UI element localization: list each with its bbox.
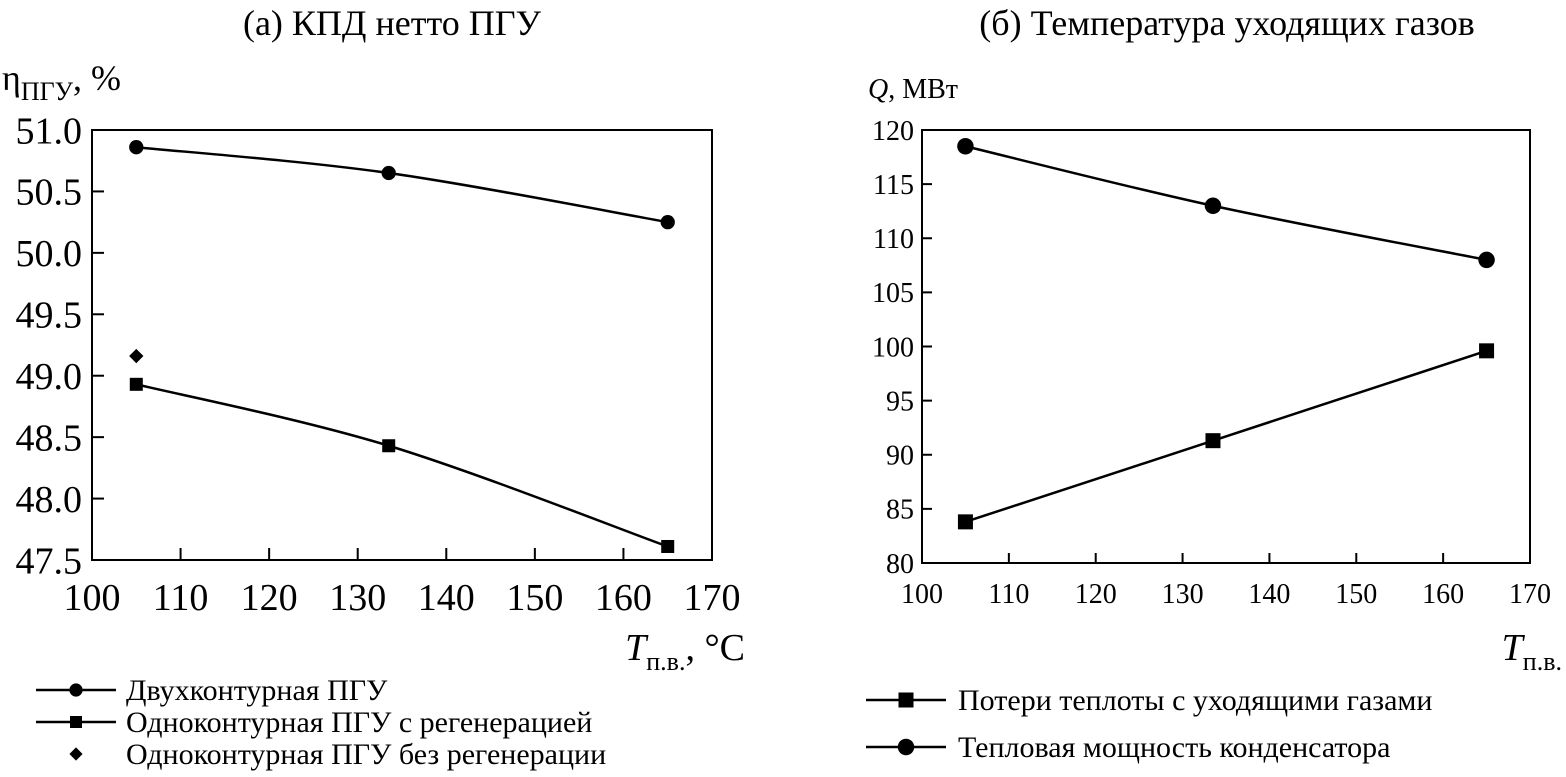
chart-a-y-tick-label: 48.0: [16, 479, 83, 521]
chart-a-y-tick-label: 47.5: [16, 540, 83, 582]
chart-a-plot: 100 110 120 130 140 150 160 170 51.0 50.5 50.0 49.5…: [16, 110, 741, 619]
chart-b-series-1-line: [965, 145, 1487, 262]
chart-b-series-0-line: [965, 349, 1487, 524]
chart-b-x-tick-label: 140: [1248, 579, 1290, 610]
chart-a-series-1-point: [661, 539, 675, 553]
chart-a-x-tick-label: 130: [329, 577, 386, 619]
chart-a-legend-label: Одноконтурная ПГУ с регенерацией: [126, 706, 592, 739]
chart-b-x-tick-label: 130: [1162, 579, 1204, 610]
chart-a-legend-marker: [69, 747, 83, 761]
chart-a-x-tick-label: 160: [595, 577, 652, 619]
chart-a-xlabel-subscript: п.в.: [646, 647, 685, 676]
chart-a-frame: [91, 129, 713, 561]
chart-b-x-tick-label: 150: [1335, 579, 1377, 610]
chart-a-y-tick-label: 50.0: [16, 233, 83, 275]
chart-b-legend-label: Тепловая мощность конденсатора: [958, 731, 1390, 764]
chart-a-ylabel-symbol: η: [2, 58, 21, 98]
chart-b-x-tick-label: 120: [1075, 579, 1117, 610]
chart-a-title: (а) КПД нетто ПГУ: [243, 3, 542, 43]
chart-b-x-tick-label: 110: [988, 579, 1029, 610]
chart-b-title: (б) Температура уходящих газов: [979, 3, 1474, 43]
chart-b-y-tick-label: 110: [873, 224, 914, 255]
chart-b-plot: 100 110 120 130 140 150 160 170 120 115 110 105 100 9…: [872, 116, 1551, 610]
chart-a-y-tick-label: 49.0: [16, 356, 83, 398]
chart-a-ylabel: ηПГУ, %: [2, 58, 121, 106]
chart-a-x-tick-label: 100: [64, 577, 121, 619]
chart-b-y-tick-label: 120: [872, 116, 914, 147]
chart-b-xlabel: Tп.в.: [1502, 627, 1562, 676]
chart-b-y-tick-label: 80: [886, 549, 914, 580]
chart-b-series-1-point: [1478, 251, 1495, 269]
chart-b-x-tick-label: 170: [1509, 579, 1551, 610]
chart-a-series-2-point: [129, 348, 144, 364]
chart-b-xlabel-subscript: п.в.: [1523, 647, 1562, 676]
chart-b-y-tick-label: 100: [872, 332, 914, 363]
chart-b-legend: Потери теплоты с уходящими газами Теплова…: [866, 684, 1432, 764]
chart-b-series-0-point: [1205, 433, 1221, 449]
chart-b-series-1-point: [957, 137, 974, 155]
chart-b-legend-label: Потери теплоты с уходящими газами: [958, 684, 1432, 717]
chart-b-ylabel-symbol: Q: [868, 74, 888, 105]
chart-b-y-tick-label: 85: [886, 495, 914, 526]
chart-a-legend-marker: [69, 683, 83, 697]
chart-a-xlabel-symbol: T: [625, 627, 649, 669]
chart-b-series-0-point: [957, 514, 973, 530]
chart-b-ylabel: Q, МВт: [868, 74, 958, 105]
chart-a-x-tick-label: 150: [506, 577, 563, 619]
chart-a-y-tick-label: 50.5: [16, 172, 83, 214]
chart-b-y-tick-label: 95: [886, 386, 914, 417]
chart-a-y-tick-label: 51.0: [16, 110, 83, 152]
chart-a-legend-marker: [70, 716, 82, 728]
chart-a-xlabel: Tп.в., °C: [625, 627, 745, 676]
chart-b-legend-marker: [898, 692, 914, 708]
chart-a-y-tick-label: 48.5: [16, 417, 83, 459]
chart-a-legend-label: Одноконтурная ПГУ без регенерации: [126, 738, 606, 771]
chart-a-x-tick-label: 140: [418, 577, 475, 619]
chart-b-ylabel-unit: , МВт: [888, 74, 958, 105]
chart-b-x-tick-label: 100: [901, 579, 943, 610]
chart-a-ylabel-subscript: ПГУ: [21, 77, 74, 106]
chart-b-y-tick-label: 105: [872, 278, 914, 309]
chart-a-series-0-point: [129, 140, 144, 155]
chart-a-legend-label: Двухконтурная ПГУ: [126, 674, 388, 707]
chart-a-series-1-point: [382, 439, 396, 453]
chart-a-series-0-point: [660, 214, 675, 230]
chart-b-xlabel-symbol: T: [1502, 627, 1526, 669]
chart-b-y-tick-label: 115: [873, 170, 914, 201]
chart-a-series-0-point: [381, 165, 396, 181]
chart-a-xlabel-unit: , °C: [685, 627, 745, 669]
chart-a-y-tick-label: 49.5: [16, 295, 83, 337]
chart-a-series-1-point: [129, 377, 143, 391]
chart-b-series-1-point: [1204, 197, 1222, 215]
chart-a-x-tick-label: 170: [684, 577, 741, 619]
chart-b-legend-marker: [897, 738, 915, 756]
chart-b-frame: [921, 129, 1531, 564]
chart-b-x-tick-label: 160: [1422, 579, 1464, 610]
chart-a-series-1-line: [135, 383, 669, 548]
chart-b-series-0-point: [1479, 343, 1495, 359]
chart-a-ylabel-unit: , %: [73, 58, 121, 98]
chart-a-series-0-line: [136, 145, 668, 224]
chart-a-x-tick-label: 110: [153, 577, 209, 619]
chart-b-y-tick-label: 90: [886, 441, 914, 472]
chart-a-x-tick-label: 120: [241, 577, 298, 619]
